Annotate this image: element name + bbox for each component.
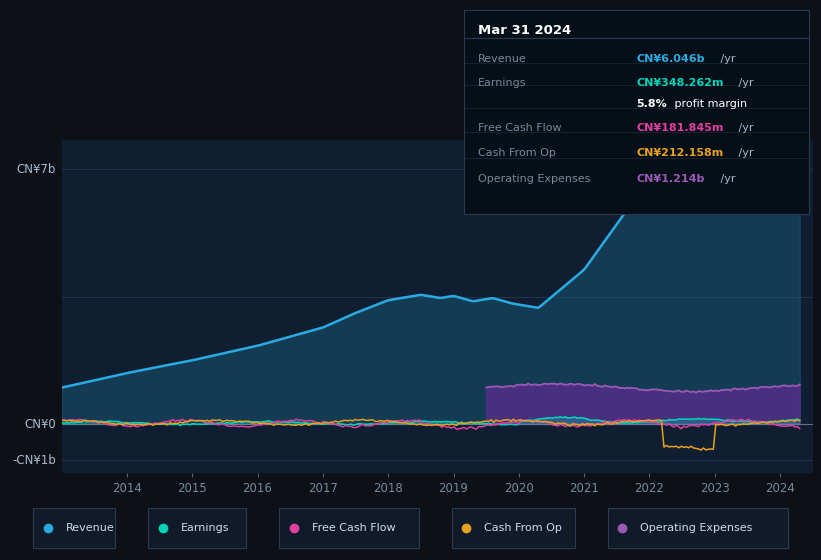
Text: Earnings: Earnings	[181, 523, 229, 533]
Text: /yr: /yr	[717, 54, 736, 64]
Text: Operating Expenses: Operating Expenses	[478, 174, 590, 184]
FancyBboxPatch shape	[279, 507, 419, 548]
Text: Cash From Op: Cash From Op	[478, 148, 556, 157]
Text: /yr: /yr	[735, 148, 754, 157]
Text: Earnings: Earnings	[478, 78, 526, 88]
Text: CN¥0: CN¥0	[24, 418, 56, 431]
Text: CN¥181.845m: CN¥181.845m	[636, 123, 723, 133]
Text: /yr: /yr	[735, 123, 754, 133]
Text: Mar 31 2024: Mar 31 2024	[478, 24, 571, 37]
Text: Operating Expenses: Operating Expenses	[640, 523, 753, 533]
Text: CN¥6.046b: CN¥6.046b	[636, 54, 704, 64]
Text: profit margin: profit margin	[671, 99, 747, 109]
Text: CN¥7b: CN¥7b	[16, 162, 56, 176]
Text: Free Cash Flow: Free Cash Flow	[312, 523, 396, 533]
Text: Revenue: Revenue	[478, 54, 526, 64]
Text: Revenue: Revenue	[66, 523, 114, 533]
Text: 5.8%: 5.8%	[636, 99, 667, 109]
FancyBboxPatch shape	[33, 507, 115, 548]
Text: -CN¥1b: -CN¥1b	[12, 454, 56, 467]
Text: Free Cash Flow: Free Cash Flow	[478, 123, 562, 133]
FancyBboxPatch shape	[452, 507, 575, 548]
Text: CN¥348.262m: CN¥348.262m	[636, 78, 724, 88]
Text: CN¥212.158m: CN¥212.158m	[636, 148, 723, 157]
Text: CN¥1.214b: CN¥1.214b	[636, 174, 704, 184]
FancyBboxPatch shape	[608, 507, 788, 548]
Text: /yr: /yr	[717, 174, 736, 184]
FancyBboxPatch shape	[148, 507, 246, 548]
Text: /yr: /yr	[735, 78, 754, 88]
Text: Cash From Op: Cash From Op	[484, 523, 562, 533]
